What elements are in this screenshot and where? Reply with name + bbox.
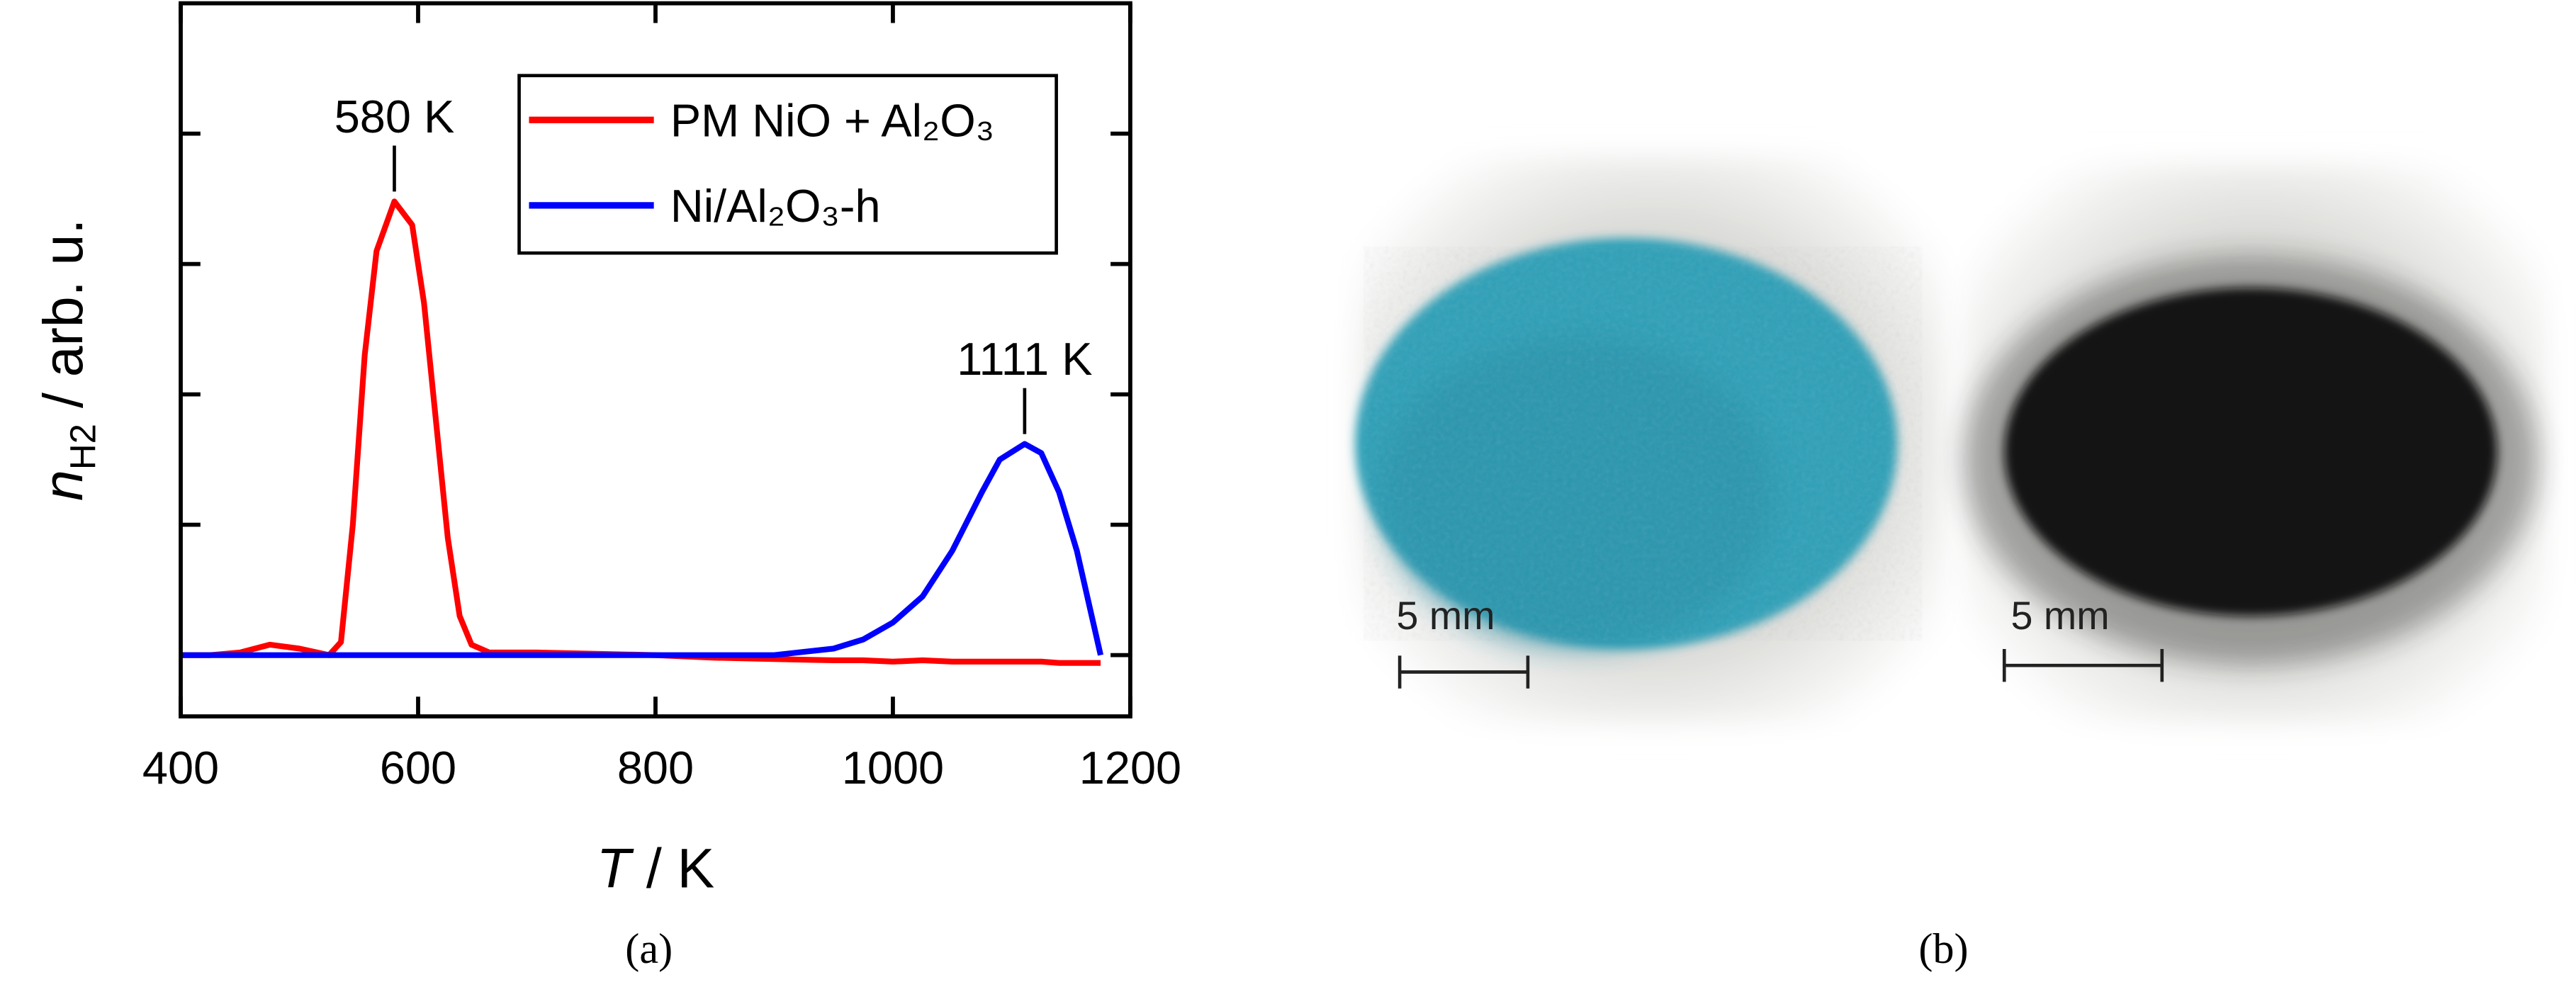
x-tick-label: 1200 [1079, 742, 1181, 794]
y-axis-unit: / arb. u. [32, 219, 94, 424]
x-tick-label: 600 [380, 742, 456, 794]
data-line [181, 198, 1101, 666]
y-axis-symbol: n [32, 470, 94, 501]
black-powder-halo [1963, 254, 2538, 666]
y-axis-label: nH2 / arb. u. [32, 219, 103, 501]
x-axis-label: T / K [597, 837, 714, 899]
panel-label: (b) [1918, 925, 1968, 973]
x-tick-label: 400 [142, 742, 219, 794]
x-axis-unit: / K [631, 837, 714, 899]
legend-label: Ni/Al₂O₃-h [670, 180, 881, 232]
photos: 5 mm 5 mm (b) [1355, 156, 2547, 973]
powder-texture [1363, 246, 1923, 641]
annotation-label: 1111 K [957, 333, 1092, 385]
x-tick-label: 800 [617, 742, 694, 794]
y-axis-subscript: H2 [62, 424, 103, 470]
legend-box [517, 74, 1058, 255]
legend-label: PM NiO + Al₂O₃ [670, 94, 994, 146]
x-tick-label: 1000 [842, 742, 944, 794]
plot-frame [179, 1, 1132, 719]
scale-bar-label: 5 mm [1397, 594, 1495, 638]
data-line [181, 441, 1104, 658]
scale-bar-label: 5 mm [2011, 594, 2110, 638]
x-axis-symbol: T [597, 837, 634, 899]
panel-label: (a) [625, 925, 673, 973]
annotation-label: 580 K [334, 91, 455, 142]
